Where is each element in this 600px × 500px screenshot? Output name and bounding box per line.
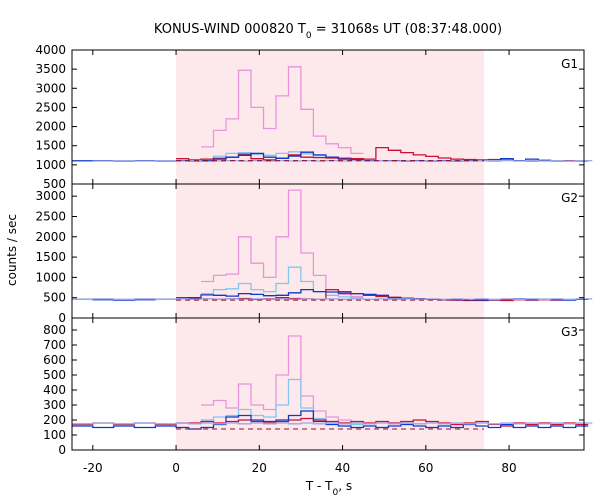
- panel-label: G2: [561, 191, 578, 205]
- shaded-interval: [176, 184, 485, 318]
- y-tick-label: 4000: [35, 43, 66, 57]
- x-tick-label: 40: [335, 461, 350, 475]
- series-pink-g3: [201, 335, 364, 424]
- x-tick-label: 80: [501, 461, 516, 475]
- panel-g2: 0 500 1000 1500 2000 2500 3000 G2: [35, 183, 593, 325]
- x-tick-label: -20: [83, 461, 103, 475]
- panel-frame: [71, 317, 585, 451]
- y-tick-label: 1500: [35, 250, 66, 264]
- y-tick-label: 0: [58, 311, 66, 325]
- figure-title: KONUS-WIND 000820 T0 = 31068s UT (08:37:…: [154, 22, 502, 41]
- series-pink-g1: [201, 66, 364, 155]
- y-tick-label: 800: [43, 323, 66, 337]
- y-tick-label: 300: [43, 398, 66, 412]
- y-tick-label: 1000: [35, 270, 66, 284]
- y-tick-label: 700: [43, 338, 66, 352]
- y-tick-label: 3000: [35, 189, 66, 203]
- y-tick-label: 200: [43, 413, 66, 427]
- shaded-interval: [176, 318, 485, 450]
- y-tick-label: 500: [43, 368, 66, 382]
- y-tick-label: 0: [58, 443, 66, 457]
- y-tick-label: 1500: [35, 139, 66, 153]
- x-tick-label: 60: [418, 461, 433, 475]
- y-tick-label: 100: [43, 428, 66, 442]
- x-axis-label: T - T0, s: [305, 479, 352, 498]
- y-tick-label: 600: [43, 353, 66, 367]
- shaded-interval: [176, 50, 485, 184]
- series-lavender-g3: [72, 422, 593, 425]
- y-tick-label: 1000: [35, 158, 66, 172]
- y-tick-label: 2000: [35, 120, 66, 134]
- y-tick-label: 2500: [35, 209, 66, 223]
- panel-g1: 500 1000 1500 2000 2500 3000 3500 4000 G1: [35, 43, 593, 191]
- y-tick-label: 3000: [35, 81, 66, 95]
- y-tick-label: 2000: [35, 230, 66, 244]
- panels-group: 5001000150020002500300035004000G10500100…: [35, 43, 593, 475]
- series-lightblue-g2: [201, 266, 364, 299]
- y-axis-label: counts / sec: [5, 214, 19, 286]
- y-tick-label: 400: [43, 383, 66, 397]
- x-tick-label: 0: [172, 461, 180, 475]
- y-tick-label: 500: [43, 177, 66, 191]
- panel-label: G3: [561, 325, 578, 339]
- y-tick-label: 2500: [35, 100, 66, 114]
- y-tick-label: 3500: [35, 62, 66, 76]
- panel-label: G1: [561, 57, 578, 71]
- y-tick-label: 500: [43, 291, 66, 305]
- x-tick-label: 20: [252, 461, 267, 475]
